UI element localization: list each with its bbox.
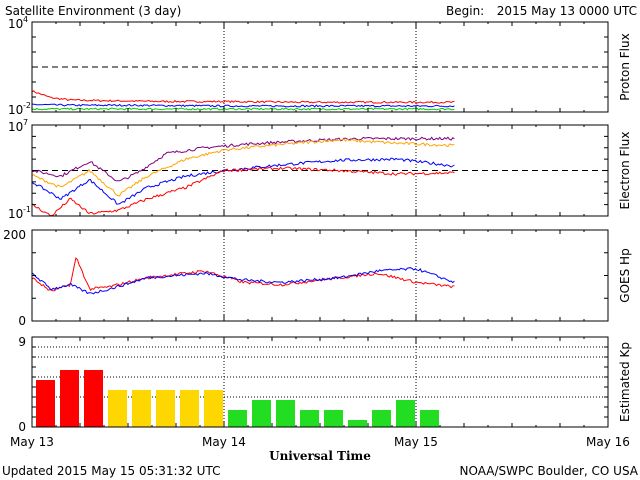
kp-bar (180, 390, 199, 427)
electron-series-line (31, 138, 455, 197)
x-tick-label: May 14 (202, 435, 246, 449)
begin-label: Begin: (446, 4, 484, 18)
y-tick-label-exponent: -2 (23, 101, 31, 110)
kp-bar (132, 390, 151, 427)
panel-frame (31, 21, 609, 113)
kp-bar (396, 400, 415, 427)
y-tick-label: 0 (18, 420, 26, 434)
goes_hp-series-line (31, 267, 455, 295)
y-axis-label: GOES Hp (618, 248, 632, 302)
goes_hp-series-line (31, 257, 455, 292)
kp-bar (36, 380, 55, 427)
begin-value: 2015 May 13 0000 UTC (497, 4, 637, 18)
credit-text: NOAA/SWPC Boulder, CO USA (460, 464, 639, 478)
x-axis-label: Universal Time (269, 449, 371, 463)
y-tick-label-exponent: 4 (23, 15, 28, 24)
y-tick-label: 9 (18, 335, 26, 349)
kp-bar (348, 420, 367, 427)
kp-bar (108, 390, 127, 427)
y-tick-label: 10 (8, 207, 23, 221)
proton-series-line (31, 90, 455, 104)
kp-bar (372, 410, 391, 427)
goes-hp-panel: 200 0 GOES Hp (3, 228, 632, 328)
kp-bar (60, 370, 79, 427)
x-tick-label: May 13 (10, 435, 54, 449)
y-axis-label: Estimated Kp (618, 342, 632, 422)
kp-bar (156, 390, 175, 427)
y-tick-label: 10 (8, 120, 23, 134)
electron-series-line (31, 166, 455, 217)
y-axis-label: Electron Flux (618, 132, 632, 210)
kp-bar (228, 410, 247, 427)
updated-timestamp: Updated 2015 May 15 05:31:32 UTC (2, 464, 220, 478)
y-tick-label-exponent: -1 (23, 205, 31, 214)
kp-bar (324, 410, 343, 427)
x-tick-label: May 16 (586, 435, 630, 449)
kp-bar (300, 410, 319, 427)
y-tick-label: 10 (8, 17, 23, 31)
kp-bar (204, 390, 223, 427)
x-tick-label: May 15 (394, 435, 438, 449)
kp-panel: 9 0 Estimated Kp (18, 335, 632, 434)
kp-bar (252, 400, 271, 427)
electron-series-line (31, 136, 455, 182)
panel-frame (31, 229, 609, 322)
plot-title: Satellite Environment (3 day) (5, 4, 181, 18)
kp-bar (420, 410, 439, 427)
proton-series-line (31, 103, 455, 108)
proton-series-line (31, 107, 455, 111)
kp-bar (276, 400, 295, 427)
kp-bar (84, 370, 103, 427)
y-tick-label-exponent: 7 (23, 118, 28, 127)
y-axis-label: Proton Flux (618, 33, 632, 100)
y-tick-label: 200 (3, 228, 26, 242)
y-tick-label: 10 (8, 103, 23, 117)
y-tick-label: 0 (18, 314, 26, 328)
